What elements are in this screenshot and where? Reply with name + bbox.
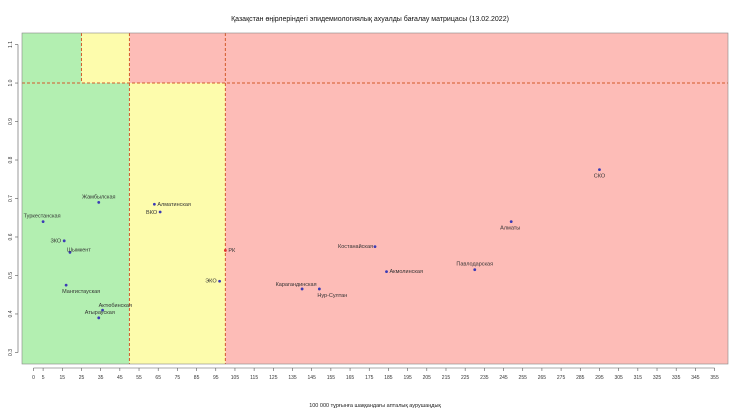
point-label: Актюбинская xyxy=(99,303,132,309)
data-point xyxy=(97,316,101,320)
x-tick-label: 235 xyxy=(480,375,489,381)
data-point xyxy=(218,279,222,283)
y-tick-label: 0.7 xyxy=(8,195,14,202)
zone-5 xyxy=(129,83,226,364)
x-tick-label: 305 xyxy=(614,375,623,381)
point-label: Мангистауская xyxy=(62,289,100,295)
data-point xyxy=(152,202,156,206)
data-point xyxy=(101,308,104,312)
data-point xyxy=(385,270,388,274)
x-tick-label: 295 xyxy=(595,375,604,381)
point-label: Костанайская xyxy=(338,243,373,250)
y-tick-label: 0.6 xyxy=(8,233,14,240)
x-axis: 0 5 15 25 35 45 55 65 75 85 95 105 115 125 135 145 155 16… xyxy=(32,367,719,381)
x-tick-label: 135 xyxy=(288,375,297,381)
x-tick-label: 105 xyxy=(231,375,240,381)
zone-3 xyxy=(225,83,728,364)
x-tick-label: 215 xyxy=(442,375,451,381)
zone-1 xyxy=(22,83,130,364)
point-label: ЗКО xyxy=(50,238,61,244)
x-tick-label: 205 xyxy=(423,375,432,381)
x-tick-label: 335 xyxy=(672,375,681,381)
data-point xyxy=(509,220,513,223)
data-points: Жамбылская Туркестанская ЗКО Шымкент Мангист… xyxy=(24,168,606,320)
chart-title: Қазақстан өңірлеріндегі эпидемиологиялық… xyxy=(231,15,509,23)
data-point xyxy=(373,245,377,249)
data-point xyxy=(158,210,162,214)
x-tick-label: 15 xyxy=(60,375,66,381)
data-point xyxy=(473,268,477,272)
point-label: ВКО xyxy=(146,210,158,216)
y-axis: 0.3 0.4 0.5 0.6 0.7 0.8 0.9 1.0 1.1 xyxy=(8,41,19,356)
x-tick-label: 345 xyxy=(691,375,700,381)
point-label: Шымкент xyxy=(67,247,91,253)
zone-backgrounds xyxy=(22,33,728,364)
x-tick-label: 175 xyxy=(365,375,374,381)
point-label: Алматы xyxy=(500,226,520,232)
x-tick-label: 245 xyxy=(499,375,508,381)
x-tick-label: 45 xyxy=(117,375,123,381)
zone-2 xyxy=(129,33,728,84)
x-tick-label: 0 xyxy=(32,375,35,381)
x-tick-label: 225 xyxy=(461,375,470,381)
y-tick-label: 0.9 xyxy=(8,118,14,125)
x-tick-label: 55 xyxy=(136,375,142,381)
plot-frame xyxy=(21,32,729,365)
y-tick-label: 0.8 xyxy=(8,156,14,163)
x-tick-label: 85 xyxy=(194,375,200,381)
y-tick-label: 0.5 xyxy=(8,272,14,279)
x-tick-label: 125 xyxy=(269,375,278,381)
y-tick-label: 1.1 xyxy=(8,41,14,48)
point-label: ЭКО xyxy=(205,278,217,284)
x-tick-label: 255 xyxy=(519,375,528,381)
point-label: Нур-Султан xyxy=(317,293,347,299)
point-label: Атырауская xyxy=(85,310,115,316)
x-tick-label: 195 xyxy=(403,375,412,381)
data-point xyxy=(64,283,68,287)
data-point xyxy=(97,200,101,204)
x-tick-label: 275 xyxy=(557,375,566,381)
data-point xyxy=(317,287,321,291)
x-tick-label: 25 xyxy=(79,375,85,381)
x-tick-label: 325 xyxy=(653,375,662,381)
x-tick-label: 355 xyxy=(710,375,719,381)
data-point xyxy=(300,287,304,291)
x-tick-label: 75 xyxy=(175,375,181,381)
x-tick-label: 165 xyxy=(346,375,355,381)
y-tick-label: 0.4 xyxy=(8,310,14,317)
x-tick-label: 265 xyxy=(538,375,547,381)
point-label: СКО xyxy=(594,174,606,180)
data-point xyxy=(62,239,66,243)
data-point xyxy=(41,220,45,223)
x-tick-label: 115 xyxy=(250,375,258,381)
x-tick-label: 185 xyxy=(384,375,393,381)
threshold-lines xyxy=(22,33,728,364)
x-tick-label: 5 xyxy=(42,375,45,381)
x-tick-label: 35 xyxy=(98,375,104,381)
data-point xyxy=(68,250,72,254)
x-tick-label: 315 xyxy=(634,375,643,381)
point-label: Акмолинская xyxy=(390,269,423,275)
point-label: Жамбылская xyxy=(82,194,116,200)
y-tick-label: 1.0 xyxy=(8,79,14,86)
x-axis-label: 100 000 тұрғынға шаққандағы апталық ауру… xyxy=(309,403,441,409)
data-point xyxy=(598,168,601,172)
point-label: Павлодарская xyxy=(456,262,493,268)
x-tick-label: 145 xyxy=(308,375,317,381)
x-tick-label: 285 xyxy=(576,375,585,381)
point-label: Карагандинская xyxy=(276,282,317,288)
point-label: Алматинская xyxy=(157,202,191,208)
point-label: РК xyxy=(228,248,236,254)
x-tick-label: 155 xyxy=(327,375,336,381)
y-tick-label: 0.3 xyxy=(8,349,14,356)
x-tick-label: 95 xyxy=(213,375,219,381)
x-tick-label: 65 xyxy=(155,375,161,381)
data-point xyxy=(223,249,227,252)
point-label: Туркестанская xyxy=(24,214,61,220)
zone-4 xyxy=(81,33,130,84)
